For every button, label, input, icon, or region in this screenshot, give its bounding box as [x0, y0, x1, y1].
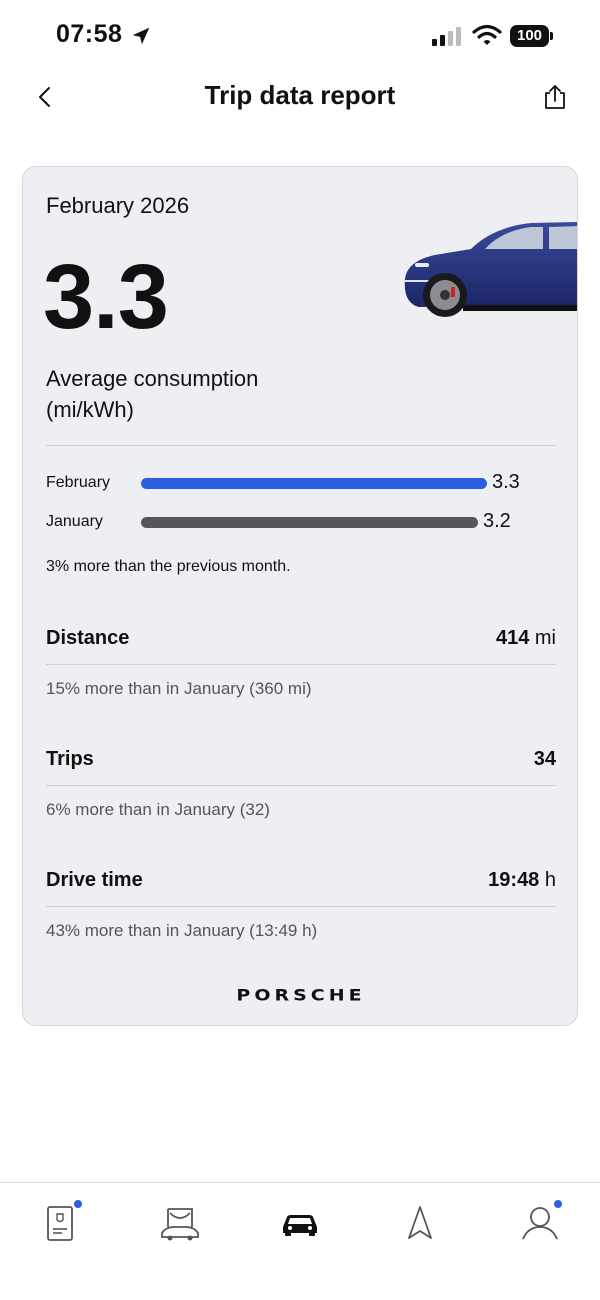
bottom-tab-bar	[0, 1182, 600, 1300]
stat-value: 19:48 h	[488, 869, 556, 891]
car-image	[404, 222, 577, 317]
bar-value: 3.2	[483, 510, 511, 532]
notification-badge	[74, 1200, 82, 1208]
tab-vehicle-top[interactable]	[158, 1201, 202, 1245]
bar-label: January	[46, 513, 103, 530]
tab-profile[interactable]	[518, 1201, 562, 1245]
average-consumption-label: Average consumption (mi/kWh)	[46, 366, 259, 422]
comparison-text: 3% more than the previous month.	[46, 558, 291, 575]
brand-logo: PORSCHE	[236, 987, 365, 1003]
back-button[interactable]	[30, 82, 60, 112]
page-title: Trip data report	[204, 80, 396, 110]
section-divider	[46, 785, 556, 786]
stat-label: Drive time	[46, 869, 143, 891]
bar-fill	[141, 517, 478, 528]
tab-car-active[interactable]	[278, 1201, 322, 1245]
battery-level: 100	[510, 25, 549, 47]
tab-phone-key[interactable]	[38, 1201, 82, 1245]
stat-drive-time: Drive time 19:48 h	[46, 869, 556, 899]
trip-report-card: February 2026 3.3 Average consumption (m…	[22, 166, 578, 1026]
stat-note: 43% more than in January (13:49 h)	[46, 921, 318, 940]
stat-note: 6% more than in January (32)	[46, 800, 270, 819]
stat-distance: Distance 414 mi	[46, 627, 556, 657]
bar-value: 3.3	[492, 471, 520, 493]
section-divider	[46, 445, 556, 446]
wifi-icon	[472, 24, 502, 45]
notification-badge	[554, 1200, 562, 1208]
share-button[interactable]	[540, 82, 570, 112]
status-bar: 07:58 100	[0, 0, 600, 70]
location-arrow-icon	[132, 27, 150, 45]
bar-fill	[141, 478, 487, 489]
average-consumption-value: 3.3	[43, 246, 169, 348]
battery-tip	[550, 32, 553, 40]
stat-value: 414 mi	[495, 627, 556, 649]
section-divider	[46, 906, 556, 907]
stat-note: 15% more than in January (360 mi)	[46, 679, 312, 698]
bar-label: February	[46, 474, 111, 491]
stat-trips: Trips 34	[46, 748, 556, 778]
cellular-signal-icon	[432, 27, 461, 46]
header: Trip data report	[0, 70, 600, 125]
bar-row-january: January 3.2	[46, 510, 566, 534]
stat-value: 34	[533, 748, 556, 770]
status-time: 07:58	[56, 20, 123, 48]
tab-navigation[interactable]	[398, 1201, 442, 1245]
report-month: February 2026	[46, 193, 190, 218]
stat-label: Distance	[46, 627, 130, 649]
section-divider	[46, 664, 556, 665]
bar-row-february: February 3.3	[46, 471, 566, 495]
stat-label: Trips	[46, 748, 94, 770]
battery-indicator: 100	[510, 25, 554, 47]
svg-text:PORSCHE: PORSCHE	[236, 987, 365, 1003]
